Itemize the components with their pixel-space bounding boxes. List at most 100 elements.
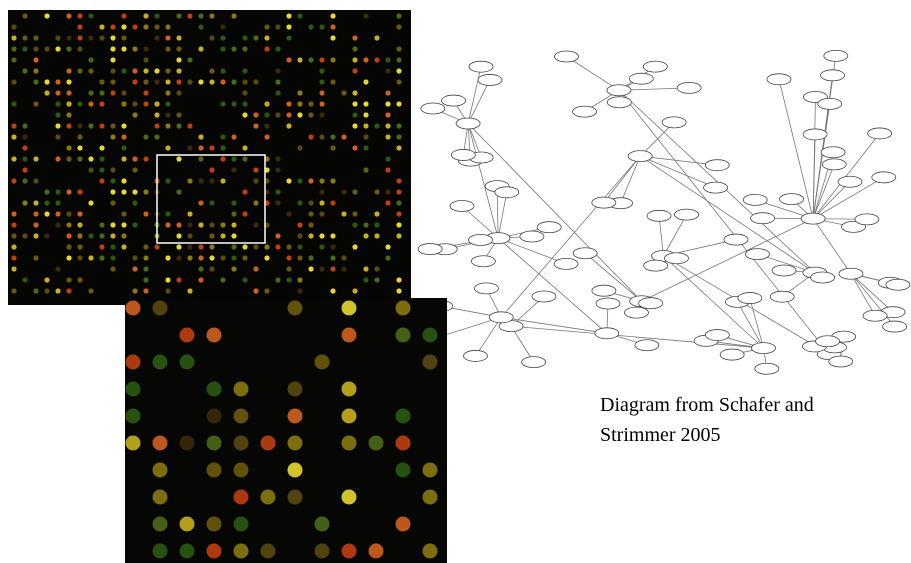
- spot: [22, 178, 27, 183]
- node: [724, 234, 748, 245]
- spot: [308, 222, 313, 227]
- spot: [220, 134, 225, 139]
- spot: [187, 79, 192, 84]
- node: [818, 98, 842, 109]
- spot: [33, 57, 38, 62]
- node: [868, 128, 892, 139]
- spot: [187, 178, 192, 183]
- spot: [153, 544, 168, 559]
- spot: [363, 233, 368, 238]
- spot: [176, 57, 181, 62]
- spot: [153, 301, 168, 316]
- spot: [198, 46, 203, 51]
- spot: [363, 57, 368, 62]
- spot: [396, 301, 411, 316]
- spot: [153, 517, 168, 532]
- node: [738, 293, 762, 304]
- spot: [176, 68, 181, 73]
- spot: [352, 46, 357, 51]
- spot: [11, 35, 16, 40]
- spot: [143, 255, 148, 260]
- spot: [220, 35, 225, 40]
- spot: [385, 101, 390, 106]
- spot: [22, 46, 27, 51]
- spot: [88, 156, 93, 161]
- spot: [11, 156, 16, 161]
- spot: [286, 211, 291, 216]
- spot: [132, 24, 137, 29]
- edge: [468, 123, 642, 301]
- node: [573, 248, 597, 259]
- spot: [374, 222, 379, 227]
- spot: [121, 46, 126, 51]
- spot: [297, 101, 302, 106]
- spot: [342, 301, 357, 316]
- spot: [22, 277, 27, 282]
- spot: [231, 46, 236, 51]
- spot: [132, 288, 137, 293]
- spot: [187, 57, 192, 62]
- spot: [220, 68, 225, 73]
- spot: [286, 178, 291, 183]
- spot: [88, 288, 93, 293]
- spot: [88, 13, 93, 18]
- spot: [126, 409, 141, 424]
- spot: [153, 436, 168, 451]
- spot: [121, 222, 126, 227]
- spot: [154, 134, 159, 139]
- network-diagram: [418, 50, 910, 374]
- spot: [308, 266, 313, 271]
- spot: [315, 544, 330, 559]
- spot: [110, 167, 115, 172]
- spot: [423, 490, 438, 505]
- spot: [209, 200, 214, 205]
- spot: [165, 123, 170, 128]
- spot: [286, 266, 291, 271]
- spot: [319, 200, 324, 205]
- spot: [308, 200, 313, 205]
- spot: [396, 517, 411, 532]
- spot: [220, 156, 225, 161]
- spot: [22, 13, 27, 18]
- node: [886, 279, 910, 290]
- spot: [33, 233, 38, 238]
- spot: [396, 463, 411, 478]
- spot: [11, 134, 16, 139]
- spot: [396, 101, 401, 106]
- spot: [297, 288, 302, 293]
- node: [469, 61, 493, 72]
- spot: [209, 13, 214, 18]
- spot: [319, 233, 324, 238]
- spot: [297, 255, 302, 260]
- node: [555, 51, 579, 62]
- spot: [66, 35, 71, 40]
- spot: [11, 24, 16, 29]
- spot: [207, 436, 222, 451]
- edge: [468, 67, 481, 124]
- spot: [110, 57, 115, 62]
- spot: [11, 266, 16, 271]
- spot: [341, 211, 346, 216]
- spot: [308, 101, 313, 106]
- spot: [33, 178, 38, 183]
- spot: [352, 244, 357, 249]
- spot: [176, 233, 181, 238]
- node: [607, 97, 631, 108]
- spot: [198, 266, 203, 271]
- spot: [231, 222, 236, 227]
- spot: [22, 134, 27, 139]
- spot: [110, 46, 115, 51]
- spot: [143, 46, 148, 51]
- spot: [352, 112, 357, 117]
- spot: [385, 200, 390, 205]
- spot: [126, 382, 141, 397]
- spot: [132, 68, 137, 73]
- spot: [342, 544, 357, 559]
- node: [772, 265, 796, 276]
- node: [644, 260, 668, 271]
- spot: [253, 200, 258, 205]
- spot: [242, 35, 247, 40]
- spot: [55, 123, 60, 128]
- spot: [77, 24, 82, 29]
- spot: [44, 46, 49, 51]
